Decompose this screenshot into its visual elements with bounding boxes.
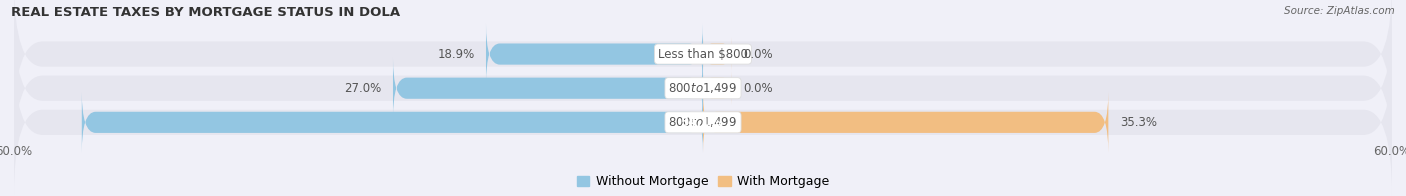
Text: Source: ZipAtlas.com: Source: ZipAtlas.com (1284, 6, 1395, 16)
Text: 0.0%: 0.0% (744, 48, 773, 61)
FancyBboxPatch shape (82, 92, 703, 153)
FancyBboxPatch shape (14, 15, 1392, 161)
Text: 35.3%: 35.3% (1119, 116, 1157, 129)
Text: 0.0%: 0.0% (744, 82, 773, 95)
Text: $800 to $1,499: $800 to $1,499 (668, 115, 738, 129)
FancyBboxPatch shape (703, 37, 731, 71)
Text: 27.0%: 27.0% (344, 82, 381, 95)
Text: Less than $800: Less than $800 (658, 48, 748, 61)
FancyBboxPatch shape (703, 72, 731, 105)
FancyBboxPatch shape (14, 50, 1392, 195)
FancyBboxPatch shape (14, 0, 1392, 127)
FancyBboxPatch shape (703, 92, 1108, 153)
FancyBboxPatch shape (486, 24, 703, 84)
Text: $800 to $1,499: $800 to $1,499 (668, 81, 738, 95)
Text: REAL ESTATE TAXES BY MORTGAGE STATUS IN DOLA: REAL ESTATE TAXES BY MORTGAGE STATUS IN … (11, 6, 401, 19)
Text: 54.1%: 54.1% (681, 116, 721, 129)
Legend: Without Mortgage, With Mortgage: Without Mortgage, With Mortgage (572, 170, 834, 193)
Text: 18.9%: 18.9% (437, 48, 474, 61)
FancyBboxPatch shape (392, 58, 703, 119)
